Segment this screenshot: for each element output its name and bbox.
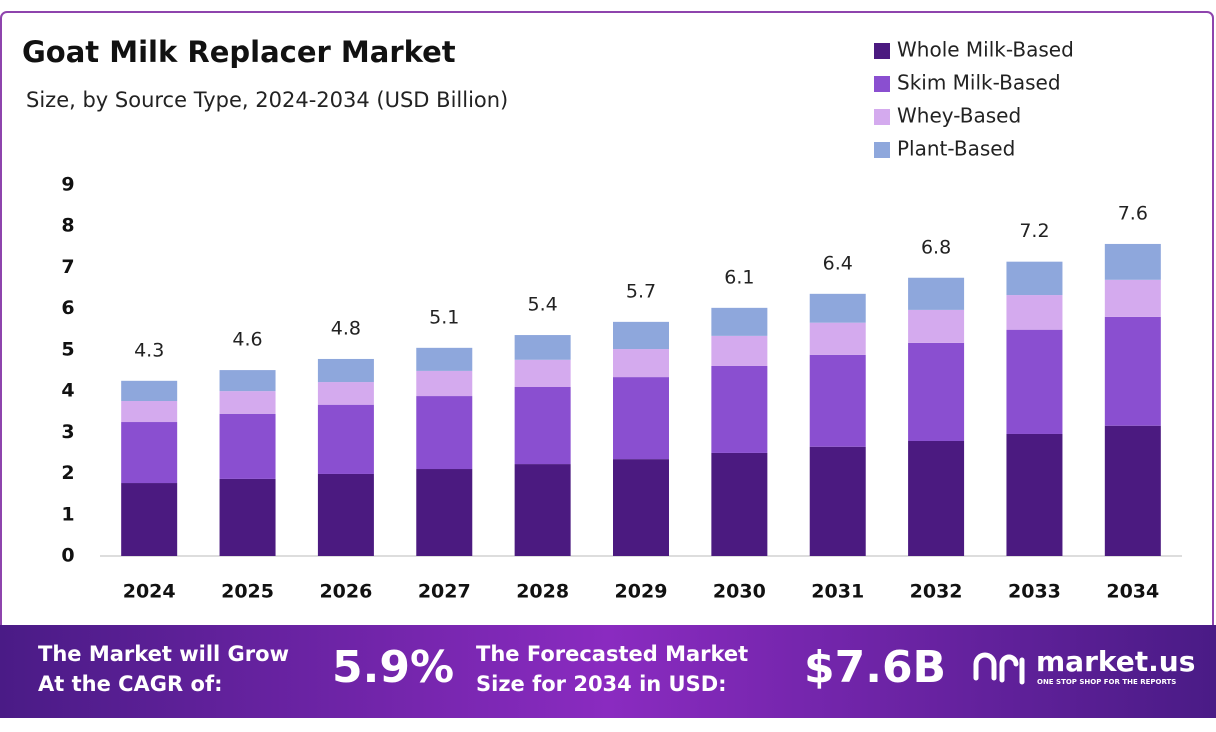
x-tick-label: 2028	[516, 581, 569, 603]
y-tick-label: 8	[61, 215, 74, 237]
y-tick-label: 6	[61, 297, 74, 319]
cagr-value: 5.9%	[332, 642, 454, 693]
bar-segment	[1104, 243, 1161, 280]
forecast-value: $7.6B	[804, 642, 946, 693]
x-tick-label: 2030	[713, 581, 766, 603]
bar-segment	[908, 277, 965, 310]
x-tick-label: 2031	[811, 581, 864, 603]
bar-segment	[317, 382, 374, 405]
chart-title: Goat Milk Replacer Market	[22, 35, 456, 69]
y-tick-label: 7	[61, 256, 74, 278]
bar-segment	[121, 483, 178, 556]
total-label: 4.3	[134, 339, 164, 361]
bar-segment	[416, 396, 473, 470]
bar-segment	[908, 309, 965, 343]
tagline: ONE STOP SHOP FOR THE REPORTS	[1037, 678, 1176, 686]
x-tick-label: 2034	[1106, 581, 1159, 603]
x-tick-label: 2029	[615, 581, 668, 603]
bar-segment	[711, 365, 768, 453]
y-tick-label: 3	[61, 421, 74, 443]
bar-segment	[711, 335, 768, 366]
forecast-text: Size for 2034 in USD:	[476, 672, 727, 696]
x-tick-label: 2027	[418, 581, 471, 603]
bar-segment	[317, 473, 374, 556]
bar-segment	[711, 307, 768, 336]
bar-segment	[416, 370, 473, 397]
cagr-text: The Market will Grow	[38, 642, 289, 666]
bar-segment	[514, 335, 571, 360]
bar-segment	[908, 440, 965, 556]
chart-subtitle: Size, by Source Type, 2024-2034 (USD Bil…	[26, 88, 508, 112]
bar-segment	[219, 391, 276, 414]
cagr-text: At the CAGR of:	[38, 672, 223, 696]
legend-swatch	[874, 109, 890, 125]
brand: market.us	[1036, 645, 1195, 678]
bar-segment	[1006, 329, 1063, 434]
bar-segment	[613, 321, 669, 350]
bar-segment	[711, 452, 768, 556]
bar-segment	[809, 446, 866, 556]
legend-label: Skim Milk-Based	[897, 71, 1061, 95]
bar-segment	[416, 469, 473, 556]
total-label: 5.1	[429, 306, 459, 328]
legend-label: Whey-Based	[897, 104, 1021, 128]
bar-segment	[416, 347, 473, 371]
y-tick-label: 4	[61, 380, 74, 402]
bar-segment	[121, 422, 178, 484]
total-label: 7.2	[1019, 220, 1049, 242]
total-label: 4.8	[331, 317, 361, 339]
total-label: 6.8	[921, 236, 951, 258]
total-label: 7.6	[1118, 202, 1148, 224]
x-tick-label: 2026	[319, 581, 372, 603]
forecast-text: The Forecasted Market	[476, 642, 748, 666]
x-tick-label: 2033	[1008, 581, 1061, 603]
bar-segment	[514, 359, 571, 387]
total-label: 5.7	[626, 280, 656, 302]
y-tick-label: 9	[61, 174, 74, 196]
bar-segment	[121, 401, 178, 423]
total-label: 6.4	[823, 252, 853, 274]
bar-segment	[514, 386, 571, 465]
total-label: 4.6	[232, 329, 262, 351]
bar-segment	[514, 464, 571, 556]
bar-segment	[219, 478, 276, 556]
bar-segment	[1006, 295, 1063, 330]
bar-segment	[121, 380, 178, 402]
bar-segment	[809, 293, 866, 323]
bar-segment	[809, 354, 866, 447]
y-tick-label: 5	[61, 338, 74, 360]
legend-swatch	[874, 76, 890, 92]
bar-segment	[1104, 316, 1161, 426]
bar-segment	[613, 459, 669, 556]
bar-segment	[613, 349, 669, 378]
brand-logo	[973, 652, 1025, 685]
bar-segment	[219, 370, 276, 392]
x-tick-label: 2032	[910, 581, 963, 603]
y-tick-label: 1	[61, 503, 74, 525]
legend-label: Plant-Based	[897, 137, 1015, 161]
legend-swatch	[874, 142, 890, 158]
bar-segment	[317, 358, 374, 383]
bar-segment	[809, 322, 866, 355]
bar-segment	[317, 404, 374, 474]
bar-segment	[219, 413, 276, 479]
bar-segment	[1006, 261, 1063, 296]
legend-swatch	[874, 43, 890, 59]
bar-segment	[613, 377, 669, 460]
total-label: 6.1	[724, 266, 754, 288]
bar-segment	[1006, 433, 1063, 556]
total-label: 5.4	[528, 294, 558, 316]
bar-segment	[1104, 279, 1161, 317]
bar-segment	[908, 342, 965, 441]
legend-label: Whole Milk-Based	[897, 38, 1074, 62]
x-tick-label: 2024	[123, 581, 176, 603]
bar-segment	[1104, 425, 1161, 556]
y-tick-label: 0	[61, 545, 74, 567]
y-tick-label: 2	[61, 462, 74, 484]
x-tick-label: 2025	[221, 581, 274, 603]
footer-band	[0, 625, 1216, 718]
